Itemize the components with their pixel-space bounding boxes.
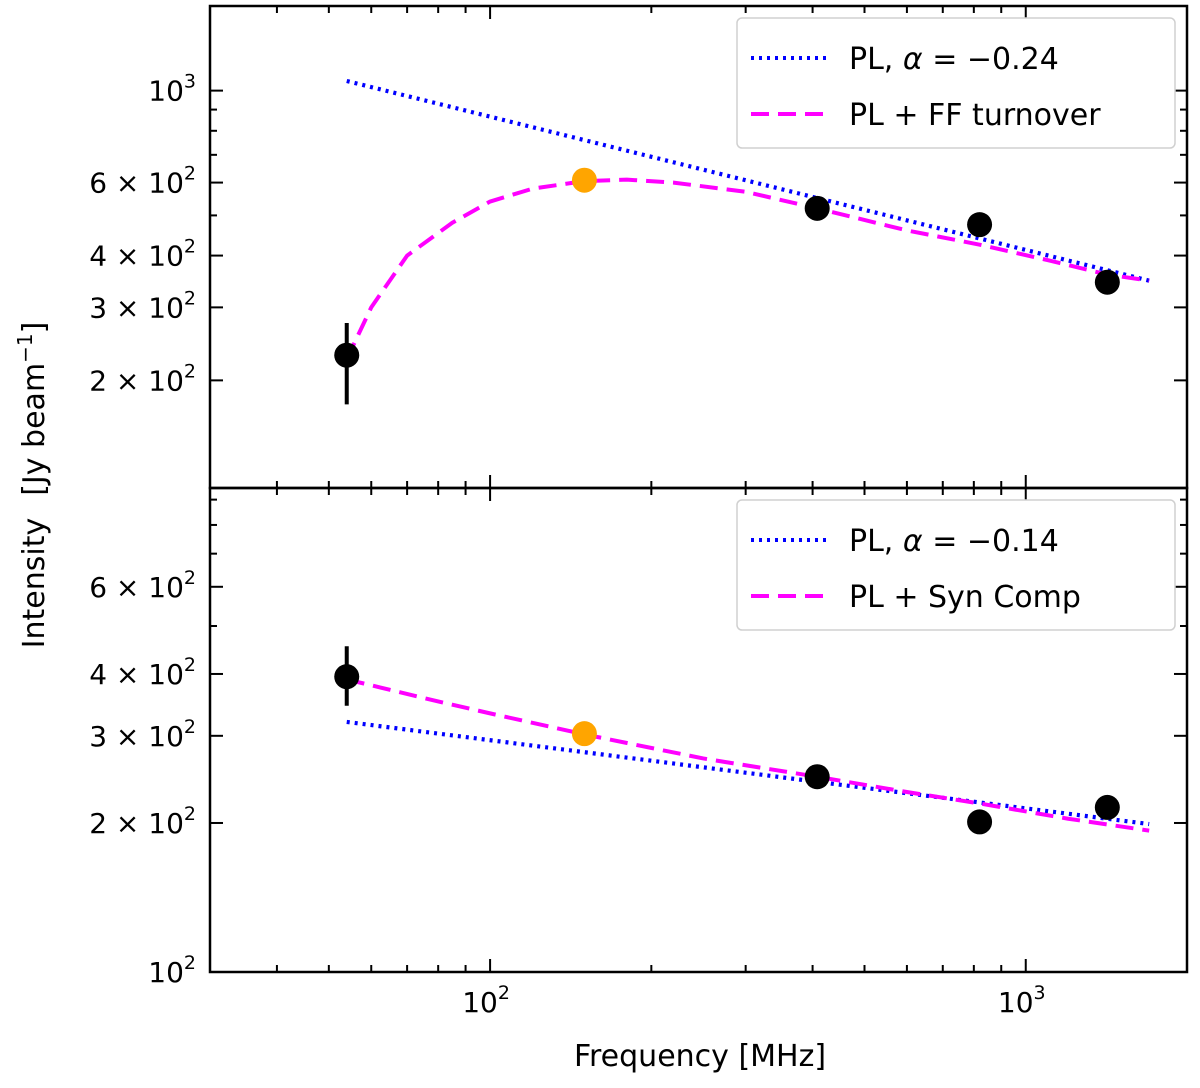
top-orange-data-point xyxy=(571,167,597,193)
top-y-tick-exponent: 2 xyxy=(184,287,196,309)
bottom-y-ticks xyxy=(210,498,1187,973)
bottom-y-tick-exponent: 2 xyxy=(184,952,196,974)
bottom-y-tick-exponent: 2 xyxy=(184,803,196,825)
top-y-tick-label: 103 xyxy=(148,71,196,108)
top-x-ticks xyxy=(209,6,1188,488)
bottom-data-point xyxy=(334,664,360,690)
top-y-tick-label: 2 × 102 xyxy=(89,360,196,397)
top-y-tick-mantissa: 2 × 10 xyxy=(89,364,184,397)
bottom-y-tick-mantissa: 6 × 10 xyxy=(89,571,184,604)
bottom-x-ticks xyxy=(209,488,1188,972)
bottom-y-tick-label: 102 xyxy=(148,952,196,989)
top-y-tick-exponent: 3 xyxy=(184,71,196,93)
top-legend-prefix: PL, xyxy=(849,42,903,77)
bottom-data-point xyxy=(1094,794,1120,820)
top-legend-label-1: PL + FF turnover xyxy=(849,98,1101,133)
top-y-tick-exponent: 2 xyxy=(184,360,196,382)
y-axis-label: Intensity [Jy beam−1] xyxy=(13,322,52,649)
top-legend-box xyxy=(736,17,1176,149)
bottom-y-tick-exponent: 2 xyxy=(184,567,196,589)
x-axis-label: Frequency [MHz] xyxy=(574,1039,826,1074)
bottom-legend-suffix: = −0.14 xyxy=(923,524,1059,559)
x-tick-base: 10 xyxy=(462,986,498,1019)
top-data-point xyxy=(967,212,993,238)
top-legend: PL, α = −0.24 PL + FF turnover xyxy=(736,17,1176,149)
bottom-y-tick-label: 2 × 102 xyxy=(89,803,196,840)
bottom-data-point xyxy=(804,764,830,790)
top-y-tick-exponent: 2 xyxy=(184,236,196,258)
bottom-legend-label-1: PL + Syn Comp xyxy=(849,580,1081,615)
bottom-y-tick-label: 3 × 102 xyxy=(89,716,196,753)
top-y-tick-mantissa: 6 × 10 xyxy=(89,167,184,200)
top-y-ticks xyxy=(210,89,1187,382)
bottom-y-tick-mantissa: 3 × 10 xyxy=(89,720,184,753)
top-y-tick-exponent: 2 xyxy=(184,163,196,185)
bottom-legend-label-0: PL, α = −0.14 xyxy=(849,524,1059,559)
top-legend-suffix: = −0.24 xyxy=(923,42,1059,77)
y-axis-label-unit-sup: −1 xyxy=(13,333,37,362)
y-axis-label-main: Intensity xyxy=(17,518,52,649)
top-y-tick-label: 6 × 102 xyxy=(89,163,196,200)
bottom-y-tick-label: 6 × 102 xyxy=(89,567,196,604)
top-data-point xyxy=(1094,269,1120,295)
bottom-legend-box xyxy=(736,499,1176,631)
top-model-curve xyxy=(344,177,1150,361)
bottom-y-tick-mantissa: 10 xyxy=(148,956,184,989)
bottom-legend: PL, α = −0.14 PL + Syn Comp xyxy=(736,499,1176,631)
bottom-y-tick-exponent: 2 xyxy=(184,654,196,676)
top-data-point xyxy=(804,195,830,221)
top-legend-label-0: PL, α = −0.24 xyxy=(849,42,1059,77)
bottom-orange-data-point xyxy=(571,721,597,747)
x-tick-label: 102 xyxy=(462,982,510,1019)
top-y-tick-label: 4 × 102 xyxy=(89,236,196,273)
x-tick-exponent: 2 xyxy=(498,982,510,1004)
top-data-point xyxy=(334,342,360,368)
bottom-data-point xyxy=(967,809,993,835)
top-y-tick-mantissa: 10 xyxy=(148,75,184,108)
y-axis-label-unit-close: ] xyxy=(17,322,52,334)
bottom-panel-frame xyxy=(208,486,1189,974)
top-legend-alpha: α xyxy=(903,42,923,77)
x-tick-exponent: 3 xyxy=(1034,982,1046,1004)
x-tick-base: 10 xyxy=(998,986,1034,1019)
bottom-y-tick-label: 4 × 102 xyxy=(89,654,196,691)
bottom-legend-alpha: α xyxy=(903,524,923,559)
top-y-tick-mantissa: 3 × 10 xyxy=(89,291,184,324)
bottom-model-curve xyxy=(346,677,1150,833)
bottom-y-tick-mantissa: 4 × 10 xyxy=(89,658,184,691)
bottom-power-law-line xyxy=(346,719,1150,827)
top-y-tick-label: 3 × 102 xyxy=(89,287,196,324)
y-axis-label-unit: [Jy beam xyxy=(17,363,52,496)
top-y-tick-mantissa: 4 × 10 xyxy=(89,240,184,273)
bottom-legend-prefix: PL, xyxy=(849,524,903,559)
top-power-law-line xyxy=(346,78,1150,283)
x-tick-label: 103 xyxy=(998,982,1046,1019)
bottom-y-tick-exponent: 2 xyxy=(184,716,196,738)
bottom-y-tick-mantissa: 2 × 10 xyxy=(89,807,184,840)
